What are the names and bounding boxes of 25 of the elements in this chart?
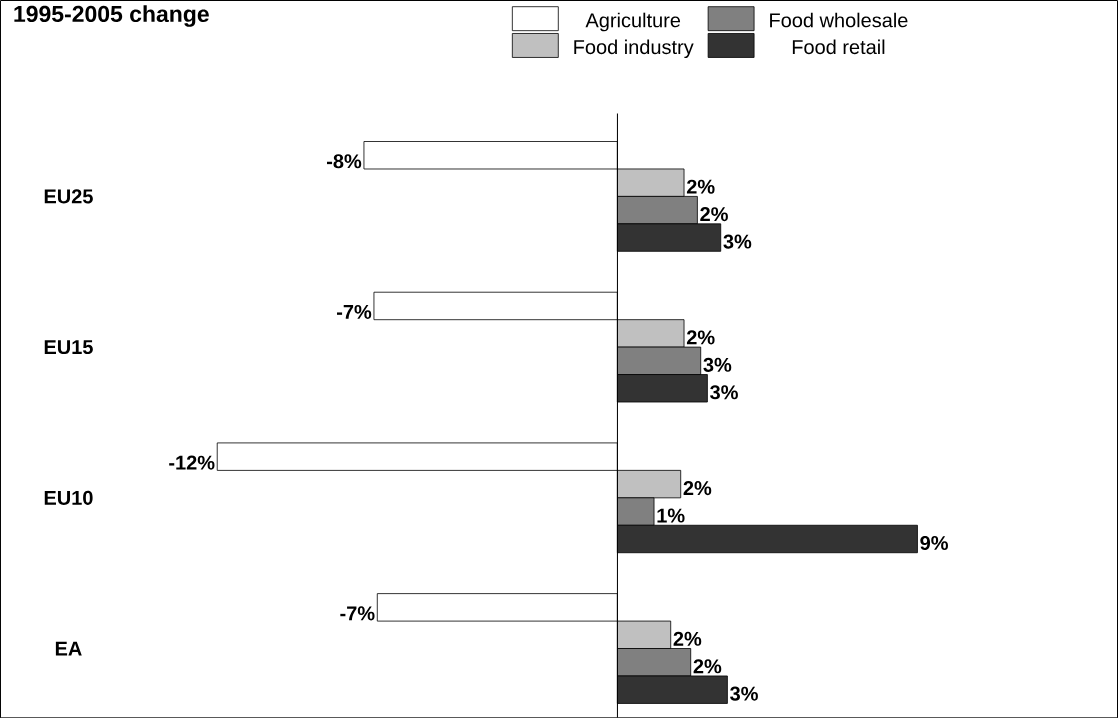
data-label: 3% (703, 357, 732, 372)
data-label: 3% (710, 385, 738, 400)
data-label: -7% (337, 304, 372, 319)
y-tick-label: EA (55, 641, 82, 656)
data-label: 2% (673, 631, 702, 646)
y-tick-label: EU10 (44, 490, 93, 505)
data-label: -7% (340, 606, 375, 621)
legend-label: Agriculture (585, 12, 681, 32)
data-label: 3% (723, 234, 752, 249)
data-label: 2% (686, 330, 715, 345)
data-label: 2% (693, 659, 722, 674)
legend-label: Food industry (574, 39, 694, 58)
legend-label: Food wholesale (770, 12, 908, 28)
y-tick-label: EU15 (44, 339, 93, 354)
data-label: 2% (683, 480, 712, 495)
data-label: 2% (686, 179, 715, 194)
y-tick-label: EU25 (44, 189, 93, 204)
data-label: 1% (657, 508, 685, 523)
data-label: 3% (730, 686, 758, 701)
chart-title: 1995-2005 change (14, 5, 209, 27)
data-label: 2% (700, 206, 728, 222)
data-label: -12% (169, 455, 215, 470)
data-label: -8% (327, 154, 362, 169)
legend-label: Food retail (792, 39, 885, 54)
data-label: 9% (920, 535, 948, 550)
